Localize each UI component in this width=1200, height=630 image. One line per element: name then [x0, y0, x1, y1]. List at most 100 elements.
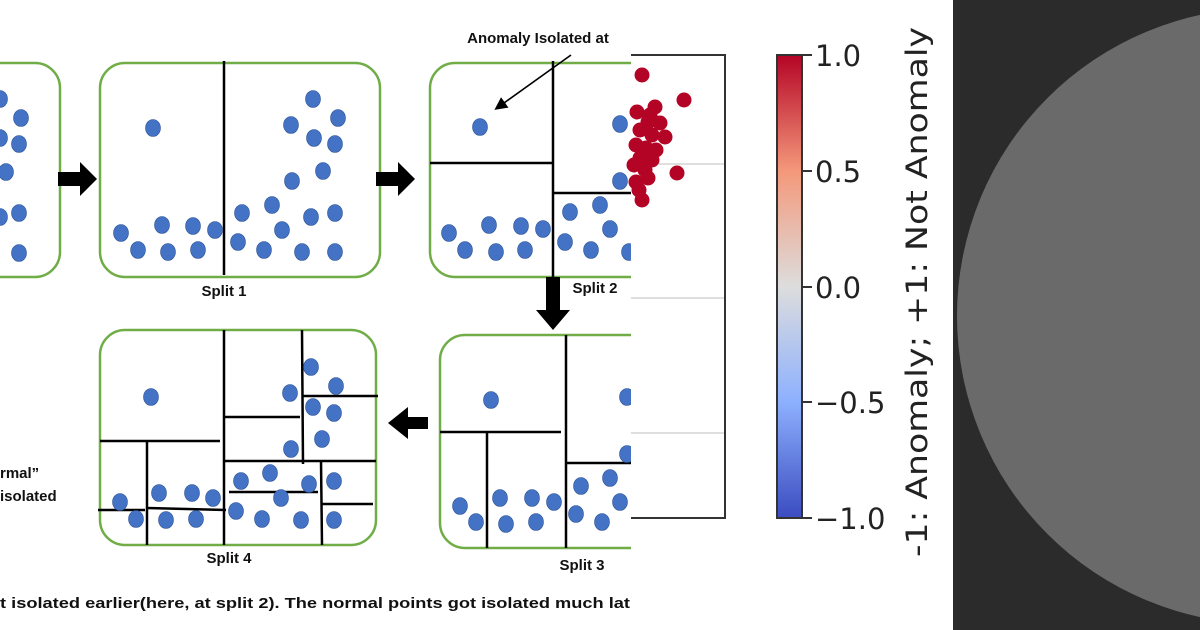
left-fragment-1: rmal” — [0, 465, 39, 482]
data-point — [11, 204, 27, 222]
scatter-point — [634, 67, 650, 83]
data-point — [594, 513, 610, 531]
data-point — [528, 513, 544, 531]
data-point — [557, 233, 573, 251]
colorbar-tick: −0.5 — [815, 386, 885, 420]
data-point — [326, 472, 342, 490]
data-point — [190, 241, 206, 259]
data-point — [583, 241, 599, 259]
data-point — [282, 384, 298, 402]
data-point — [294, 243, 310, 261]
data-point — [306, 129, 322, 147]
data-point — [13, 109, 29, 127]
data-point — [234, 204, 250, 222]
data-point — [326, 404, 342, 422]
data-point — [327, 135, 343, 153]
data-point — [492, 489, 508, 507]
scatter-point — [629, 104, 645, 120]
scatter-points — [626, 67, 692, 208]
scatter-point — [644, 127, 660, 143]
data-point — [188, 510, 204, 528]
data-point — [535, 220, 551, 238]
background-panel — [953, 0, 1200, 630]
scatter-point — [631, 182, 647, 198]
colorbar-tick: 0.0 — [815, 271, 861, 305]
arrow-left-icon — [388, 407, 428, 439]
data-point — [130, 241, 146, 259]
data-point — [326, 511, 342, 529]
data-point — [11, 244, 27, 262]
data-point — [468, 513, 484, 531]
data-point — [273, 489, 289, 507]
data-point — [184, 484, 200, 502]
data-point — [621, 243, 631, 261]
data-point — [303, 358, 319, 376]
data-point — [524, 489, 540, 507]
data-point — [452, 497, 468, 515]
data-point — [562, 203, 578, 221]
data-point — [154, 216, 170, 234]
data-point — [441, 224, 457, 242]
data-point — [513, 217, 529, 235]
data-point — [481, 216, 497, 234]
data-point — [602, 220, 618, 238]
data-point — [602, 469, 618, 487]
data-point — [113, 224, 129, 242]
arrow-right-icon — [58, 162, 97, 196]
left-fragment-2: isolated — [0, 488, 57, 505]
data-point — [112, 493, 128, 511]
data-point — [256, 241, 272, 259]
isolation-diagram: Anomaly Isolated at Split 1 Split 2 Spli… — [0, 30, 631, 612]
data-point — [158, 511, 174, 529]
scatter-point — [642, 107, 658, 123]
data-point — [262, 464, 278, 482]
colorbar-tick: −1.0 — [815, 502, 885, 536]
data-point — [305, 90, 321, 108]
scatter-point — [652, 115, 668, 131]
data-point — [293, 511, 309, 529]
data-point — [546, 493, 562, 511]
data-point — [230, 233, 246, 251]
colorbar-label: -1: Anomaly; +1: Not Anomaly — [900, 27, 934, 557]
split-3-label: Split 3 — [559, 557, 604, 574]
data-point — [483, 391, 499, 409]
data-point — [283, 440, 299, 458]
data-point — [228, 502, 244, 520]
scatter-point — [632, 122, 648, 138]
data-point — [274, 221, 290, 239]
data-point — [330, 109, 346, 127]
data-point — [303, 208, 319, 226]
colorbar-tick: 1.0 — [815, 39, 861, 73]
scatter-point — [637, 162, 653, 178]
data-point — [612, 115, 628, 133]
data-point — [457, 241, 473, 259]
data-point — [315, 162, 331, 180]
split-4-label: Split 4 — [206, 550, 252, 567]
data-point — [284, 172, 300, 190]
arrow-right-icon — [376, 162, 415, 196]
annotation-arrow — [494, 54, 572, 110]
data-point — [314, 430, 330, 448]
data-point — [305, 398, 321, 416]
data-point — [327, 243, 343, 261]
annotation-label: Anomaly Isolated at — [467, 30, 609, 47]
data-point — [11, 135, 27, 153]
circle-shape — [957, 14, 1200, 618]
data-point — [488, 243, 504, 261]
arrow-down-icon — [536, 277, 570, 330]
data-point — [327, 204, 343, 222]
scatter-plot — [626, 54, 726, 519]
data-point — [0, 163, 14, 181]
colorbar: 1.0 0.5 0.0 −0.5 −1.0 -1: Anomaly; +1: N… — [776, 27, 934, 557]
colorbar-tick: 0.5 — [815, 155, 861, 189]
data-point — [151, 484, 167, 502]
data-point — [612, 493, 628, 511]
data-point — [0, 129, 8, 147]
data-point — [283, 116, 299, 134]
data-point — [573, 477, 589, 495]
data-point — [160, 243, 176, 261]
data-point — [568, 505, 584, 523]
data-point — [185, 217, 201, 235]
plot-frame — [631, 54, 726, 519]
